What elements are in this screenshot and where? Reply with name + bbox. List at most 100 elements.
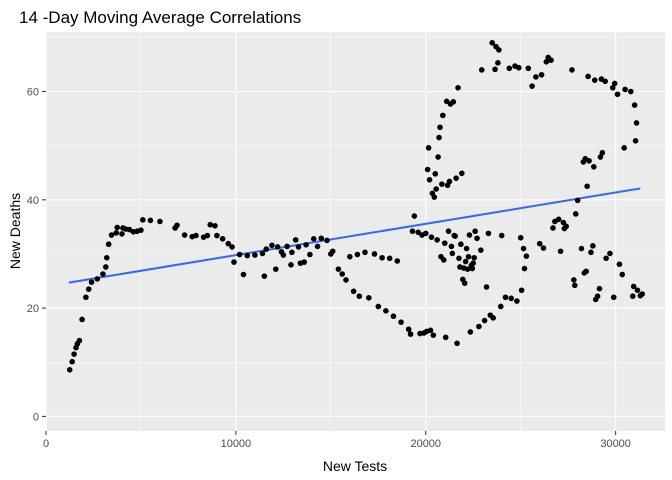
data-point xyxy=(280,252,287,258)
data-point xyxy=(114,224,120,231)
data-point xyxy=(261,273,268,279)
data-points xyxy=(66,40,646,373)
data-point xyxy=(269,242,275,249)
data-point xyxy=(529,83,535,89)
data-point xyxy=(214,232,220,239)
data-point xyxy=(204,232,211,239)
data-point xyxy=(103,264,109,270)
data-point xyxy=(94,276,101,282)
data-point xyxy=(458,241,464,248)
data-point xyxy=(424,166,431,173)
data-point xyxy=(307,251,313,258)
data-point xyxy=(140,217,146,223)
data-point xyxy=(550,225,556,231)
data-point xyxy=(557,248,564,255)
data-point xyxy=(456,255,462,262)
data-point xyxy=(518,287,525,294)
data-point xyxy=(599,149,606,156)
data-point xyxy=(629,293,636,300)
data-point xyxy=(621,145,627,151)
x-tick-label: 30000 xyxy=(600,438,631,450)
data-point xyxy=(616,261,623,268)
data-point xyxy=(394,258,401,264)
x-tick-label: 20000 xyxy=(410,438,441,450)
data-point xyxy=(521,265,528,272)
data-point xyxy=(614,91,621,98)
x-axis-title: New Tests xyxy=(323,458,387,474)
data-point xyxy=(585,73,591,80)
data-point xyxy=(229,244,235,250)
data-point xyxy=(105,241,112,248)
data-point xyxy=(525,65,532,72)
data-point xyxy=(454,340,460,347)
data-point xyxy=(138,227,144,233)
trend-line xyxy=(68,187,641,284)
data-point xyxy=(303,241,309,248)
plot-panel xyxy=(46,32,665,431)
data-point xyxy=(259,250,266,257)
data-point xyxy=(610,294,617,301)
data-point xyxy=(436,134,442,141)
data-point xyxy=(398,319,404,325)
data-point xyxy=(594,293,601,300)
data-point xyxy=(497,303,504,310)
data-point xyxy=(100,271,106,277)
data-point xyxy=(272,266,279,272)
data-point xyxy=(263,246,270,252)
data-point xyxy=(66,367,73,373)
data-point xyxy=(639,291,646,297)
data-point xyxy=(193,232,199,239)
data-point xyxy=(440,257,447,263)
data-point xyxy=(632,138,639,144)
data-point xyxy=(240,271,247,278)
data-point xyxy=(425,145,432,151)
data-point xyxy=(445,228,452,235)
data-point xyxy=(630,283,637,290)
data-point xyxy=(583,268,589,275)
data-point xyxy=(523,253,530,259)
data-point xyxy=(520,245,527,252)
data-point xyxy=(147,217,154,224)
data-point xyxy=(466,232,473,238)
data-point xyxy=(69,358,75,365)
data-point xyxy=(452,233,458,239)
data-point xyxy=(462,258,469,265)
data-point xyxy=(489,40,496,46)
data-point xyxy=(324,237,330,244)
data-point xyxy=(574,197,581,204)
data-point xyxy=(453,175,459,181)
data-point xyxy=(174,222,180,229)
data-point xyxy=(515,64,522,71)
data-point xyxy=(289,249,295,256)
data-point xyxy=(244,252,251,259)
data-point xyxy=(536,240,543,247)
data-point xyxy=(212,223,218,229)
data-point xyxy=(181,232,188,238)
data-point xyxy=(463,245,470,252)
data-point xyxy=(611,80,618,87)
data-point xyxy=(478,67,485,73)
y-axis-title: New Deaths xyxy=(7,193,23,269)
data-point xyxy=(495,60,501,66)
data-point xyxy=(119,231,125,237)
data-point xyxy=(485,230,492,237)
data-point xyxy=(631,102,638,108)
data-point xyxy=(386,255,393,262)
data-point xyxy=(432,171,439,177)
data-point xyxy=(76,337,83,344)
data-point xyxy=(578,245,585,252)
chart-title: 14 -Day Moving Average Correlations xyxy=(19,8,301,27)
data-point xyxy=(455,84,461,91)
data-point xyxy=(85,286,92,292)
data-point xyxy=(236,251,243,258)
data-point xyxy=(591,164,597,170)
data-point xyxy=(231,259,237,265)
data-point xyxy=(437,124,443,131)
data-point xyxy=(472,228,478,235)
data-point xyxy=(314,243,321,250)
data-point xyxy=(569,67,575,73)
data-point xyxy=(350,288,357,295)
data-point xyxy=(103,254,110,261)
data-point xyxy=(471,254,477,261)
data-point xyxy=(619,271,626,278)
